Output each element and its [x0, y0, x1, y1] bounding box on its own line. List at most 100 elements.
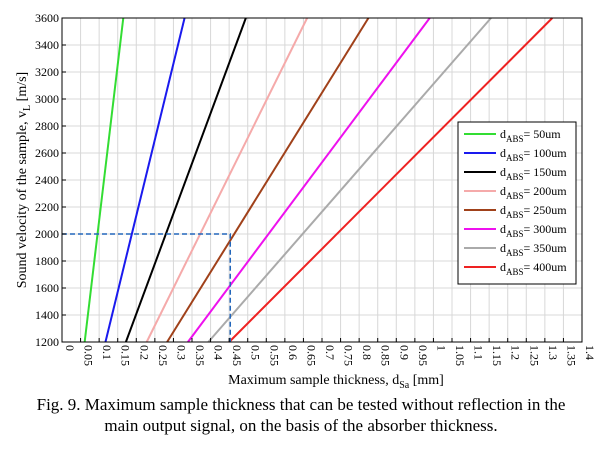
legend-label-main: d	[500, 184, 506, 198]
series-line	[207, 17, 492, 343]
x-tick-label: 1.1	[472, 345, 486, 360]
x-tick-label: 0.15	[119, 345, 133, 366]
legend-label-main: d	[500, 127, 506, 141]
legend-label-value: = 400um	[524, 260, 568, 274]
x-tick-label: 0.4	[212, 345, 226, 360]
x-tick-label: 0.55	[267, 345, 281, 366]
x-tick-label: 0.6	[286, 345, 300, 360]
x-axis-label: Maximum sample thickness, dSa [mm]	[228, 373, 444, 391]
legend-label-sub: ABS	[506, 267, 524, 277]
x-tick-label: 0.35	[193, 345, 207, 366]
legend-label: dABS= 400um	[500, 260, 567, 277]
series-line	[83, 17, 125, 343]
y-tick-label: 1400	[35, 308, 59, 322]
ticks: 0 0.05 0.1 0.15 0.2 0.25 0.3 0.35 0.4 0.45 0.5 0.55…	[35, 11, 597, 366]
legend-label-sub: ABS	[506, 134, 524, 144]
legend-label-sub: ABS	[506, 229, 524, 239]
legend-label-sub: ABS	[506, 248, 524, 258]
legend-label-main: d	[500, 165, 506, 179]
legend-label-value: = 200um	[524, 184, 568, 198]
legend-label-main: d	[500, 203, 506, 217]
caption-line-1: Fig. 9. Maximum sample thickness that ca…	[36, 395, 566, 414]
series-line	[228, 17, 553, 343]
legend-label-sub: ABS	[506, 153, 524, 163]
y-tick-label: 2200	[35, 200, 59, 214]
x-tick-label: 1	[434, 345, 448, 351]
x-tick-label: 1.05	[453, 345, 467, 366]
legend-label-value: = 300um	[524, 222, 568, 236]
x-tick-label: 1.4	[583, 345, 597, 360]
y-tick-label: 2800	[35, 119, 59, 133]
x-tick-label: 0.75	[342, 345, 356, 366]
series-line	[124, 17, 247, 343]
legend-label: dABS= 100um	[500, 146, 567, 163]
legend-label-sub: ABS	[506, 210, 524, 220]
x-tick-label: 0	[63, 345, 77, 351]
y-tick-label: 3600	[35, 11, 59, 25]
y-tick-label: 3000	[35, 92, 59, 106]
legend-label: dABS= 200um	[500, 184, 567, 201]
legend-label-main: d	[500, 241, 506, 255]
figure-caption: Fig. 9. Maximum sample thickness that ca…	[0, 394, 602, 436]
legend-label: dABS= 300um	[500, 222, 567, 239]
x-tick-label: 0.85	[379, 345, 393, 366]
x-tick-label: 0.95	[416, 345, 430, 366]
legend-label-sub: ABS	[506, 172, 524, 182]
legend-label-value: = 100um	[524, 146, 568, 160]
x-tick-label: 0.5	[249, 345, 263, 360]
caption-line-2: main output signal, on the basis of the …	[104, 416, 498, 435]
x-tick-label: 0.2	[137, 345, 151, 360]
series-line	[166, 17, 370, 343]
x-tick-label: 0.05	[82, 345, 96, 366]
x-tick-label: 0.1	[100, 345, 114, 360]
legend-label-main: d	[500, 146, 506, 160]
legend-label-value: = 350um	[524, 241, 568, 255]
legend-label: dABS= 250um	[500, 203, 567, 220]
x-tick-label: 1.25	[527, 345, 541, 366]
annotation-lines	[62, 233, 232, 342]
legend-box	[457, 121, 577, 285]
y-tick-label: 2400	[35, 173, 59, 187]
y-tick-label: 1200	[35, 335, 59, 349]
y-axis-label-main: Sound velocity of the sample, v	[15, 111, 30, 288]
x-tick-label: 0.9	[397, 345, 411, 360]
annotation-dashed-line	[62, 233, 232, 342]
x-axis-label-main: Maximum sample thickness, d	[228, 373, 399, 388]
y-tick-label: 3400	[35, 38, 59, 52]
x-tick-label: 0.65	[304, 345, 318, 366]
legend-label: dABS= 50um	[500, 127, 561, 144]
y-tick-label: 2600	[35, 146, 59, 160]
x-tick-label: 0.7	[323, 345, 337, 360]
x-tick-label: 1.2	[509, 345, 523, 360]
x-tick-label: 0.3	[174, 345, 188, 360]
legend-label-main: d	[500, 222, 506, 236]
legend-label-value: = 250um	[524, 203, 568, 217]
legend-label: dABS= 150um	[500, 165, 567, 182]
series-line	[104, 17, 186, 343]
x-tick-label: 0.45	[230, 345, 244, 366]
y-axis-label-sub: L	[22, 105, 33, 111]
series-line	[145, 17, 309, 343]
y-tick-label: 1600	[35, 281, 59, 295]
series-group	[83, 17, 553, 343]
y-tick-label: 2000	[35, 227, 59, 241]
y-axis-label: Sound velocity of the sample, vL [m/s]	[15, 72, 33, 288]
x-axis-label-sub: Sa	[399, 380, 410, 391]
legend-label-value: = 150um	[524, 165, 568, 179]
chart: 0 0.05 0.1 0.15 0.2 0.25 0.3 0.35 0.4 0.45 0.5 0.55…	[15, 11, 597, 391]
legend-label-main: d	[500, 260, 506, 274]
legend-label-value: = 50um	[524, 127, 562, 141]
y-tick-label: 3200	[35, 65, 59, 79]
x-tick-label: 1.3	[546, 345, 560, 360]
legend-label-sub: ABS	[506, 191, 524, 201]
y-tick-label: 1800	[35, 254, 59, 268]
x-axis-label-unit: [mm]	[409, 373, 444, 388]
y-axis-label-unit: [m/s]	[15, 72, 30, 105]
legend-label: dABS= 350um	[500, 241, 567, 258]
series-line	[187, 17, 431, 343]
x-tick-label: 0.8	[360, 345, 374, 360]
x-tick-label: 0.25	[156, 345, 170, 366]
x-tick-label: 1.35	[564, 345, 578, 366]
x-tick-label: 1.15	[490, 345, 504, 366]
